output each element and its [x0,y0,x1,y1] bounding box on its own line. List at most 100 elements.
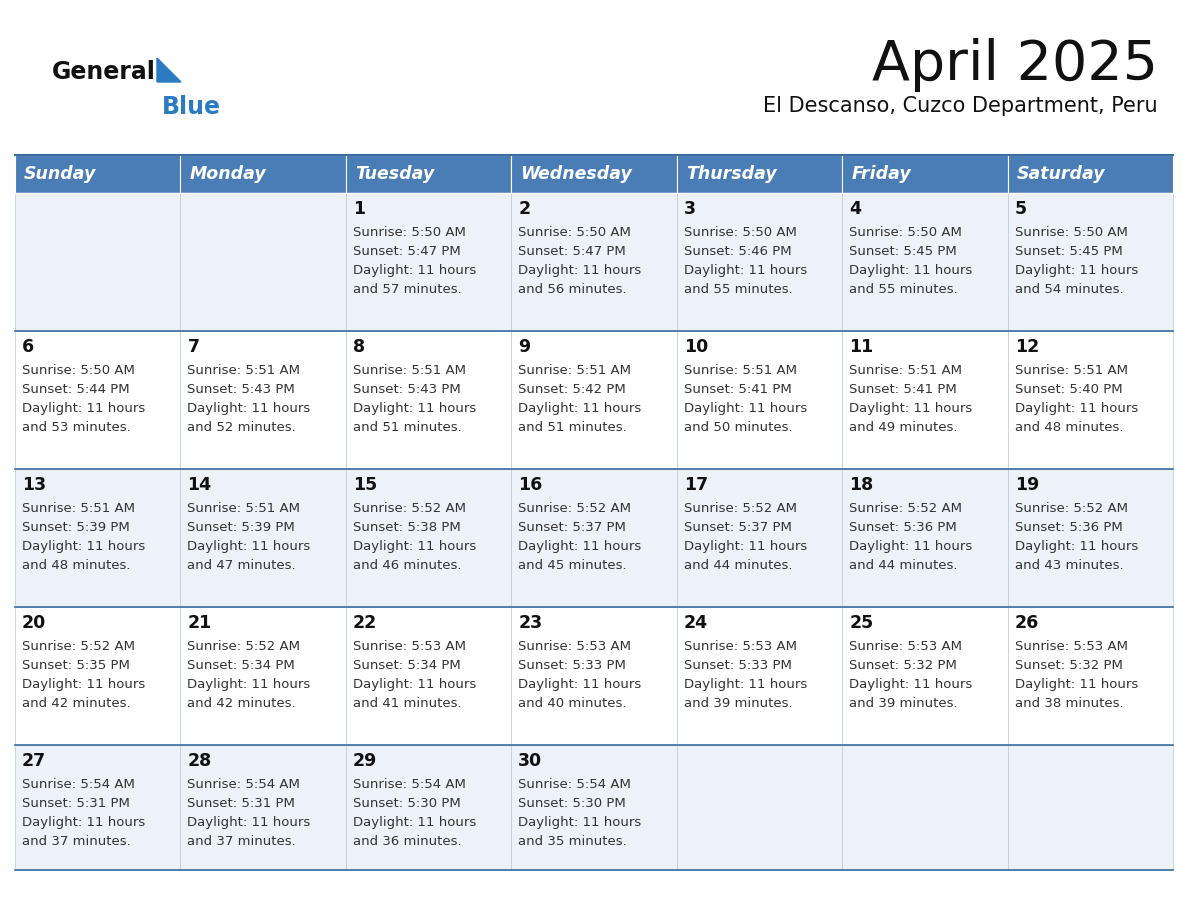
Bar [677,469,842,607]
Bar [15,745,181,870]
Text: Sunrise: 5:50 AM: Sunrise: 5:50 AM [684,226,797,239]
Text: Daylight: 11 hours: Daylight: 11 hours [188,678,311,691]
Text: Daylight: 11 hours: Daylight: 11 hours [518,540,642,553]
Text: Daylight: 11 hours: Daylight: 11 hours [353,402,476,415]
Text: Daylight: 11 hours: Daylight: 11 hours [1015,540,1138,553]
Bar [15,607,181,745]
Text: and 40 minutes.: and 40 minutes. [518,697,627,710]
Text: Sunset: 5:35 PM: Sunset: 5:35 PM [23,659,129,672]
Text: Sunset: 5:41 PM: Sunset: 5:41 PM [684,383,791,396]
Text: 28: 28 [188,752,211,770]
Text: Daylight: 11 hours: Daylight: 11 hours [353,540,476,553]
Bar [842,155,1007,193]
Text: Daylight: 11 hours: Daylight: 11 hours [353,264,476,277]
Text: 2: 2 [518,200,530,218]
Text: Friday: Friday [851,165,911,183]
Text: Sunset: 5:45 PM: Sunset: 5:45 PM [1015,245,1123,258]
Bar [181,607,346,745]
Text: Sunset: 5:33 PM: Sunset: 5:33 PM [518,659,626,672]
Text: Daylight: 11 hours: Daylight: 11 hours [188,816,311,829]
Text: Daylight: 11 hours: Daylight: 11 hours [188,402,311,415]
Text: Sunrise: 5:52 AM: Sunrise: 5:52 AM [353,502,466,515]
Text: and 55 minutes.: and 55 minutes. [684,283,792,296]
Text: Daylight: 11 hours: Daylight: 11 hours [188,540,311,553]
Text: Blue: Blue [162,95,221,119]
Bar [346,607,511,745]
Text: and 52 minutes.: and 52 minutes. [188,421,296,434]
Text: and 37 minutes.: and 37 minutes. [188,835,296,848]
Text: Sunrise: 5:51 AM: Sunrise: 5:51 AM [1015,364,1127,377]
Text: Sunday: Sunday [24,165,96,183]
Bar [842,607,1007,745]
Bar [15,469,181,607]
Text: 17: 17 [684,476,708,494]
Bar [842,193,1007,331]
Text: Sunset: 5:47 PM: Sunset: 5:47 PM [518,245,626,258]
Bar [842,331,1007,469]
Text: Sunrise: 5:51 AM: Sunrise: 5:51 AM [23,502,135,515]
Text: and 48 minutes.: and 48 minutes. [1015,421,1123,434]
Text: Daylight: 11 hours: Daylight: 11 hours [518,816,642,829]
Text: Sunrise: 5:50 AM: Sunrise: 5:50 AM [23,364,135,377]
Text: Sunrise: 5:54 AM: Sunrise: 5:54 AM [518,778,631,791]
Text: and 39 minutes.: and 39 minutes. [684,697,792,710]
Text: 3: 3 [684,200,696,218]
Text: and 39 minutes.: and 39 minutes. [849,697,958,710]
Bar [346,155,511,193]
Text: Daylight: 11 hours: Daylight: 11 hours [23,402,145,415]
Bar [511,155,677,193]
Text: and 44 minutes.: and 44 minutes. [849,559,958,572]
Text: Sunset: 5:36 PM: Sunset: 5:36 PM [849,521,956,534]
Bar [677,607,842,745]
Text: Sunrise: 5:53 AM: Sunrise: 5:53 AM [684,640,797,653]
Text: and 46 minutes.: and 46 minutes. [353,559,461,572]
Text: 8: 8 [353,338,365,356]
Text: Daylight: 11 hours: Daylight: 11 hours [23,816,145,829]
Text: 21: 21 [188,614,211,632]
Text: Daylight: 11 hours: Daylight: 11 hours [849,402,973,415]
Text: 30: 30 [518,752,543,770]
Text: Sunrise: 5:51 AM: Sunrise: 5:51 AM [684,364,797,377]
Bar [842,745,1007,870]
Text: Sunset: 5:32 PM: Sunset: 5:32 PM [1015,659,1123,672]
Bar [181,193,346,331]
Text: and 51 minutes.: and 51 minutes. [518,421,627,434]
Text: Sunset: 5:30 PM: Sunset: 5:30 PM [353,797,461,810]
Text: 22: 22 [353,614,377,632]
Text: Daylight: 11 hours: Daylight: 11 hours [684,402,807,415]
Text: Sunrise: 5:51 AM: Sunrise: 5:51 AM [518,364,631,377]
Text: 16: 16 [518,476,543,494]
Text: and 55 minutes.: and 55 minutes. [849,283,958,296]
Text: and 47 minutes.: and 47 minutes. [188,559,296,572]
Text: Sunrise: 5:52 AM: Sunrise: 5:52 AM [849,502,962,515]
Text: and 51 minutes.: and 51 minutes. [353,421,462,434]
Text: and 45 minutes.: and 45 minutes. [518,559,627,572]
Text: Saturday: Saturday [1017,165,1105,183]
Text: and 38 minutes.: and 38 minutes. [1015,697,1123,710]
Text: 4: 4 [849,200,861,218]
Text: General: General [52,60,156,84]
Text: Sunrise: 5:53 AM: Sunrise: 5:53 AM [353,640,466,653]
Text: Daylight: 11 hours: Daylight: 11 hours [849,678,973,691]
Text: and 54 minutes.: and 54 minutes. [1015,283,1123,296]
Text: Daylight: 11 hours: Daylight: 11 hours [684,540,807,553]
Text: Daylight: 11 hours: Daylight: 11 hours [518,402,642,415]
Text: Sunset: 5:37 PM: Sunset: 5:37 PM [684,521,791,534]
Text: Sunrise: 5:50 AM: Sunrise: 5:50 AM [1015,226,1127,239]
Text: and 57 minutes.: and 57 minutes. [353,283,462,296]
Text: Daylight: 11 hours: Daylight: 11 hours [1015,402,1138,415]
Text: and 44 minutes.: and 44 minutes. [684,559,792,572]
Bar [511,331,677,469]
Text: 14: 14 [188,476,211,494]
Text: and 37 minutes.: and 37 minutes. [23,835,131,848]
Text: Monday: Monday [189,165,266,183]
Text: Sunset: 5:34 PM: Sunset: 5:34 PM [353,659,461,672]
Text: Daylight: 11 hours: Daylight: 11 hours [518,678,642,691]
Text: 25: 25 [849,614,873,632]
Text: Sunrise: 5:53 AM: Sunrise: 5:53 AM [1015,640,1127,653]
Text: Daylight: 11 hours: Daylight: 11 hours [23,678,145,691]
Text: 26: 26 [1015,614,1038,632]
Bar [1007,331,1173,469]
Text: Daylight: 11 hours: Daylight: 11 hours [849,540,973,553]
Text: Sunset: 5:46 PM: Sunset: 5:46 PM [684,245,791,258]
